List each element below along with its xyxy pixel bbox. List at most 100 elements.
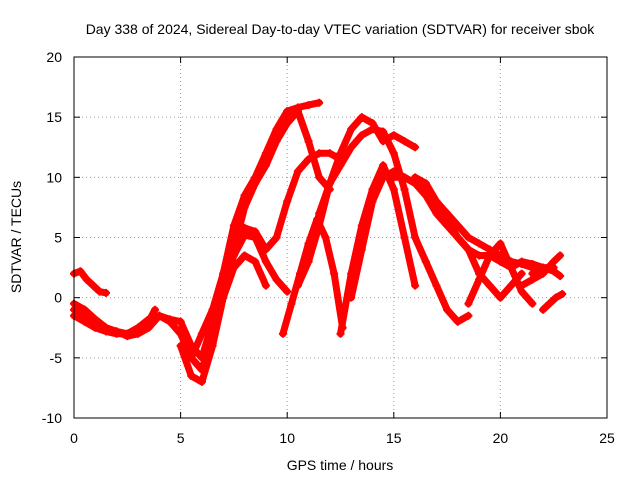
x-tick-label: 0 xyxy=(70,430,78,446)
data-point xyxy=(336,329,345,338)
data-point xyxy=(421,179,430,188)
data-point xyxy=(240,231,249,240)
data-point xyxy=(82,275,91,284)
data-series xyxy=(517,251,565,290)
data-point xyxy=(539,263,548,272)
data-point xyxy=(208,317,217,326)
data-point xyxy=(91,315,100,324)
data-point xyxy=(240,223,249,232)
series-line xyxy=(337,161,419,338)
data-point xyxy=(411,281,420,290)
data-point xyxy=(556,251,565,260)
data-point xyxy=(347,293,356,302)
data-point xyxy=(293,107,302,116)
data-series xyxy=(389,173,526,302)
data-point xyxy=(549,267,558,276)
data-point xyxy=(283,287,292,296)
x-tick-label: 5 xyxy=(177,430,185,446)
data-point xyxy=(379,127,388,136)
data-point xyxy=(240,251,249,260)
data-point xyxy=(304,137,313,146)
data-point xyxy=(91,323,100,332)
tick-layer: 0 5 10 15 20 25 -10 -5 0 5 10 15 20 xyxy=(42,49,615,446)
data-point xyxy=(272,233,281,242)
chart-title: Day 338 of 2024, Sidereal Day-to-day VTE… xyxy=(86,21,596,37)
data-point xyxy=(347,125,356,134)
grid-layer xyxy=(74,57,607,418)
data-point xyxy=(336,149,345,158)
data-point xyxy=(176,341,185,350)
data-point xyxy=(551,293,560,302)
data-point xyxy=(304,155,313,164)
data-point xyxy=(272,275,281,284)
data-point xyxy=(293,281,302,290)
y-tick-label: 15 xyxy=(46,109,62,125)
y-axis-label: SDTVAR / TECUs xyxy=(8,181,24,293)
data-point xyxy=(261,257,270,266)
data-point xyxy=(432,197,441,206)
data-point xyxy=(347,143,356,152)
data-point xyxy=(229,251,238,260)
data-series xyxy=(539,290,567,314)
data-point xyxy=(443,305,452,314)
data-point xyxy=(379,161,388,170)
data-point xyxy=(315,98,324,107)
data-point xyxy=(251,179,260,188)
series-line xyxy=(177,149,344,362)
data-point xyxy=(283,197,292,206)
data-point xyxy=(421,257,430,266)
data-point xyxy=(101,327,110,336)
x-tick-label: 15 xyxy=(386,430,402,446)
data-point xyxy=(549,257,558,266)
data-point xyxy=(325,149,334,158)
data-point xyxy=(219,293,228,302)
data-point xyxy=(400,233,409,242)
data-point xyxy=(453,233,462,242)
data-point xyxy=(507,281,516,290)
data-point xyxy=(176,317,185,326)
data-point xyxy=(278,329,287,338)
data-point xyxy=(389,131,398,140)
data-point xyxy=(545,299,554,308)
data-point xyxy=(229,263,238,272)
data-point xyxy=(197,353,206,362)
y-tick-label: -10 xyxy=(42,410,62,426)
series-layer xyxy=(70,98,567,386)
data-point xyxy=(304,101,313,110)
y-tick-label: 20 xyxy=(46,49,62,65)
data-point xyxy=(475,239,484,248)
data-point xyxy=(517,281,526,290)
data-point xyxy=(400,173,409,182)
data-point xyxy=(485,281,494,290)
y-tick-label: 5 xyxy=(54,230,62,246)
data-point xyxy=(95,287,104,296)
data-point xyxy=(464,233,473,242)
data-point xyxy=(464,299,473,308)
data-point xyxy=(187,371,196,380)
data-point xyxy=(357,245,366,254)
data-point xyxy=(261,155,270,164)
plot-frame xyxy=(73,56,608,419)
data-point xyxy=(389,149,398,158)
data-point xyxy=(357,131,366,140)
data-point xyxy=(89,281,98,290)
data-point xyxy=(229,233,238,242)
data-point xyxy=(496,293,505,302)
data-point xyxy=(144,317,153,326)
data-point xyxy=(453,221,462,230)
data-point xyxy=(485,251,494,260)
data-point xyxy=(321,233,330,242)
data-point xyxy=(464,311,473,320)
data-point xyxy=(315,209,324,218)
data-point xyxy=(187,341,196,350)
data-point xyxy=(133,323,142,332)
data-point xyxy=(261,281,270,290)
data-point xyxy=(112,329,121,338)
data-point xyxy=(76,267,85,276)
data-point xyxy=(155,311,164,320)
data-point xyxy=(411,173,420,182)
data-point xyxy=(197,329,206,338)
data-point xyxy=(443,209,452,218)
